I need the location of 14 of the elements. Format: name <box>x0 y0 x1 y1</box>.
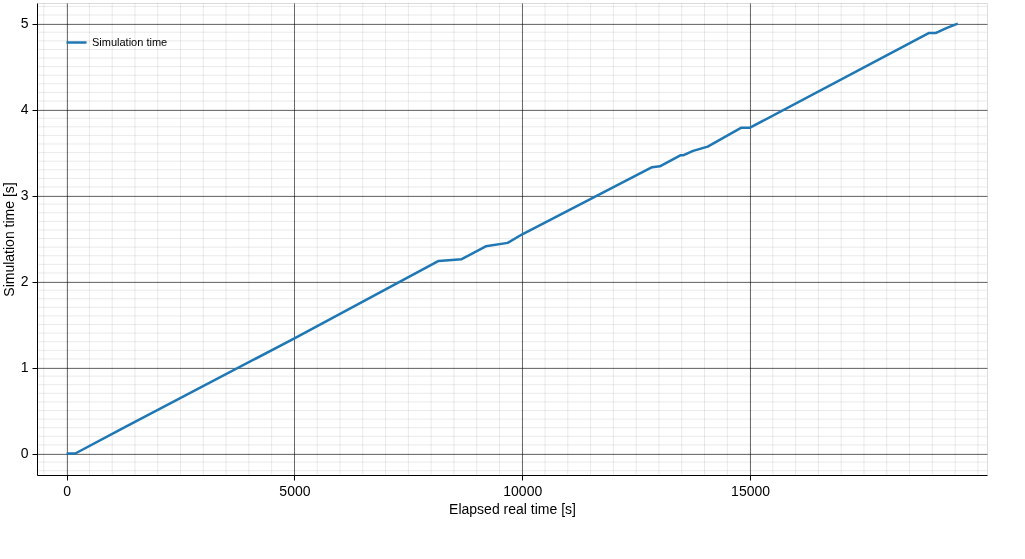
y-tick-label: 5 <box>20 15 29 32</box>
y-tick-label: 3 <box>20 187 29 204</box>
legend-label: Simulation time <box>92 35 168 48</box>
y-tick-label: 1 <box>20 359 29 376</box>
x-tick-label: 0 <box>63 482 72 499</box>
y-axis-title: Simulation time [s] <box>0 182 17 297</box>
line-series <box>65 22 960 455</box>
x-tick-label: 5000 <box>279 482 311 499</box>
y-tick-label: 0 <box>20 445 29 462</box>
x-tick-label: 15000 <box>731 482 771 499</box>
x-tick-label: 10000 <box>503 482 543 499</box>
x-axis-title: Elapsed real time [s] <box>449 500 576 517</box>
y-tick-label: 4 <box>20 101 29 118</box>
y-tick-label: 2 <box>20 273 29 290</box>
